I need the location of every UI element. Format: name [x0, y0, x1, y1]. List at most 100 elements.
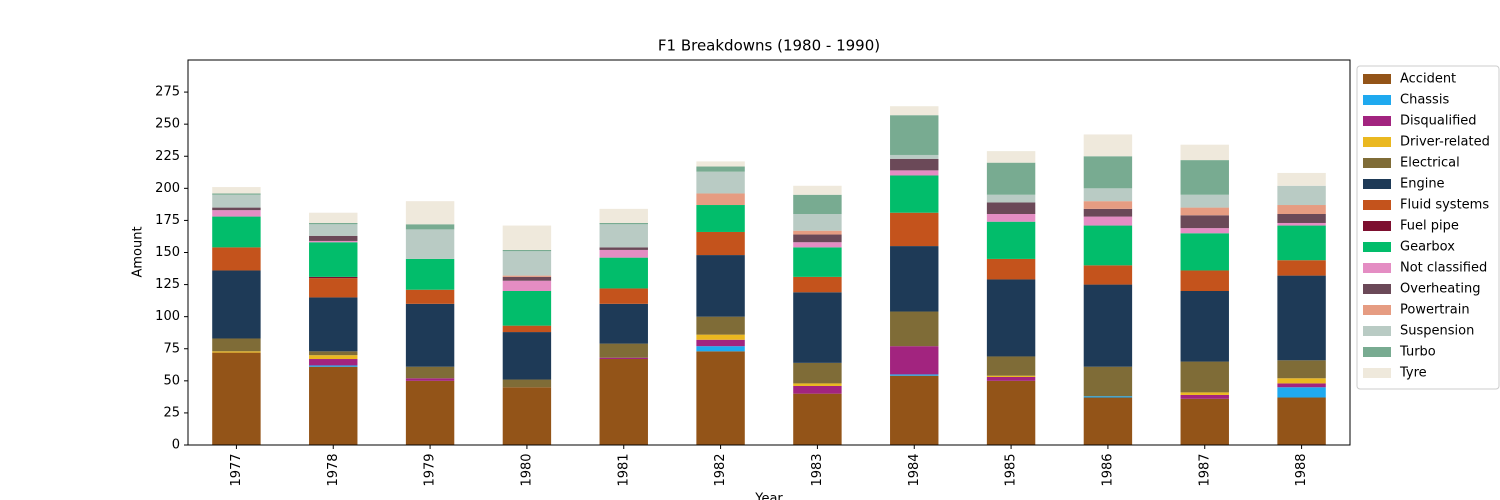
legend-swatch	[1363, 326, 1391, 336]
bar-segment	[212, 351, 261, 353]
bar-segment	[599, 257, 648, 289]
x-tick-label: 1985	[1004, 453, 1019, 486]
legend-swatch	[1363, 95, 1391, 105]
bar-segment	[696, 255, 745, 317]
bar-segment	[890, 311, 939, 347]
bar-segment	[212, 194, 261, 208]
bar-segment	[1277, 222, 1326, 226]
bar-segment	[1277, 172, 1326, 186]
bar-segment	[309, 235, 358, 241]
y-tick-label: 175	[155, 213, 180, 228]
legend-swatch	[1363, 284, 1391, 294]
bar-segment	[986, 151, 1036, 163]
bar-segment	[599, 288, 648, 304]
legend-label: Accident	[1400, 72, 1456, 87]
bar-segment	[599, 222, 648, 225]
legend-swatch	[1363, 74, 1391, 84]
bar-segment	[1180, 228, 1229, 234]
bar-segment	[696, 334, 745, 340]
bar-segment	[405, 303, 455, 367]
x-tick-label: 1986	[1100, 453, 1115, 486]
y-tick-label: 100	[155, 309, 180, 324]
bar-segment	[309, 297, 358, 352]
bar-segment	[1180, 291, 1229, 362]
bar-segment	[1083, 225, 1133, 266]
bar-segment	[1277, 205, 1326, 214]
bar-segment	[1083, 397, 1133, 445]
bar-segment	[1180, 394, 1229, 399]
legend-label: Powertrain	[1400, 303, 1470, 318]
bar-segment	[1277, 225, 1326, 261]
bar-segment	[212, 216, 261, 248]
bar-segment	[890, 375, 939, 445]
y-tick-label: 50	[163, 373, 180, 388]
bar-segment	[1277, 387, 1326, 398]
x-tick-label: 1987	[1197, 453, 1212, 486]
bar-segment	[793, 393, 842, 445]
bar-segment	[405, 229, 455, 259]
bar-segment	[793, 185, 842, 195]
bar-segment	[502, 332, 552, 380]
bar-segment	[212, 207, 261, 211]
bar-segment	[599, 357, 648, 360]
legend-label: Engine	[1400, 177, 1445, 192]
bar-segment	[890, 170, 939, 176]
bar-segment	[405, 289, 455, 304]
bar-segment	[1180, 392, 1229, 395]
bar-segment	[793, 214, 842, 231]
bar-segment	[1277, 383, 1326, 388]
bar-segment	[890, 158, 939, 171]
legend-label: Not classified	[1400, 261, 1487, 276]
bar-segment	[405, 378, 455, 381]
bar-segment	[1180, 270, 1229, 291]
y-axis-label: Amount	[131, 226, 146, 277]
bar-segment	[502, 379, 552, 388]
bar-segment	[212, 247, 261, 271]
bar-segment	[1277, 397, 1326, 445]
bar-segment	[1180, 160, 1229, 195]
bar-segment	[696, 205, 745, 232]
bar-segment	[405, 258, 455, 290]
bar-segment	[986, 376, 1036, 381]
bar-segment	[502, 291, 552, 326]
bar-segment	[890, 154, 939, 159]
legend-label: Driver-related	[1400, 135, 1490, 150]
x-tick-label: 1983	[810, 453, 825, 486]
legend-swatch	[1363, 116, 1391, 126]
bar-segment	[890, 175, 939, 213]
bar-segment	[696, 316, 745, 335]
bar-segment	[1083, 216, 1133, 226]
bar-segment	[309, 351, 358, 356]
legend-swatch	[1363, 221, 1391, 231]
legend-label: Disqualified	[1400, 114, 1477, 129]
bar-segment	[309, 366, 358, 445]
bar-segment	[890, 106, 939, 116]
bar-segment	[502, 225, 552, 250]
bar-segment	[986, 162, 1036, 195]
bar-segment	[405, 366, 455, 379]
y-tick-label: 275	[155, 85, 180, 100]
bar-segment	[890, 346, 939, 375]
x-tick-label: 1981	[616, 453, 631, 486]
legend-label: Turbo	[1399, 345, 1436, 360]
bar-segment	[696, 193, 745, 206]
bar-segment	[599, 303, 648, 344]
bar-segment	[1083, 284, 1133, 367]
legend-label: Chassis	[1400, 93, 1449, 108]
bar-segment	[986, 279, 1036, 357]
bar-segment	[309, 276, 358, 279]
legend-label: Overheating	[1400, 282, 1480, 297]
bar-segment	[986, 194, 1036, 203]
bar-segment	[599, 343, 648, 358]
x-tick-label: 1978	[326, 453, 341, 486]
bar-segment	[599, 247, 648, 250]
bar-segment	[1083, 265, 1133, 285]
bar-segment	[1083, 188, 1133, 202]
bar-segment	[212, 270, 261, 339]
legend-swatch	[1363, 200, 1391, 210]
y-tick-label: 0	[172, 438, 180, 453]
legend-label: Fluid systems	[1400, 198, 1489, 213]
bar-segment	[793, 247, 842, 277]
legend-swatch	[1363, 137, 1391, 147]
